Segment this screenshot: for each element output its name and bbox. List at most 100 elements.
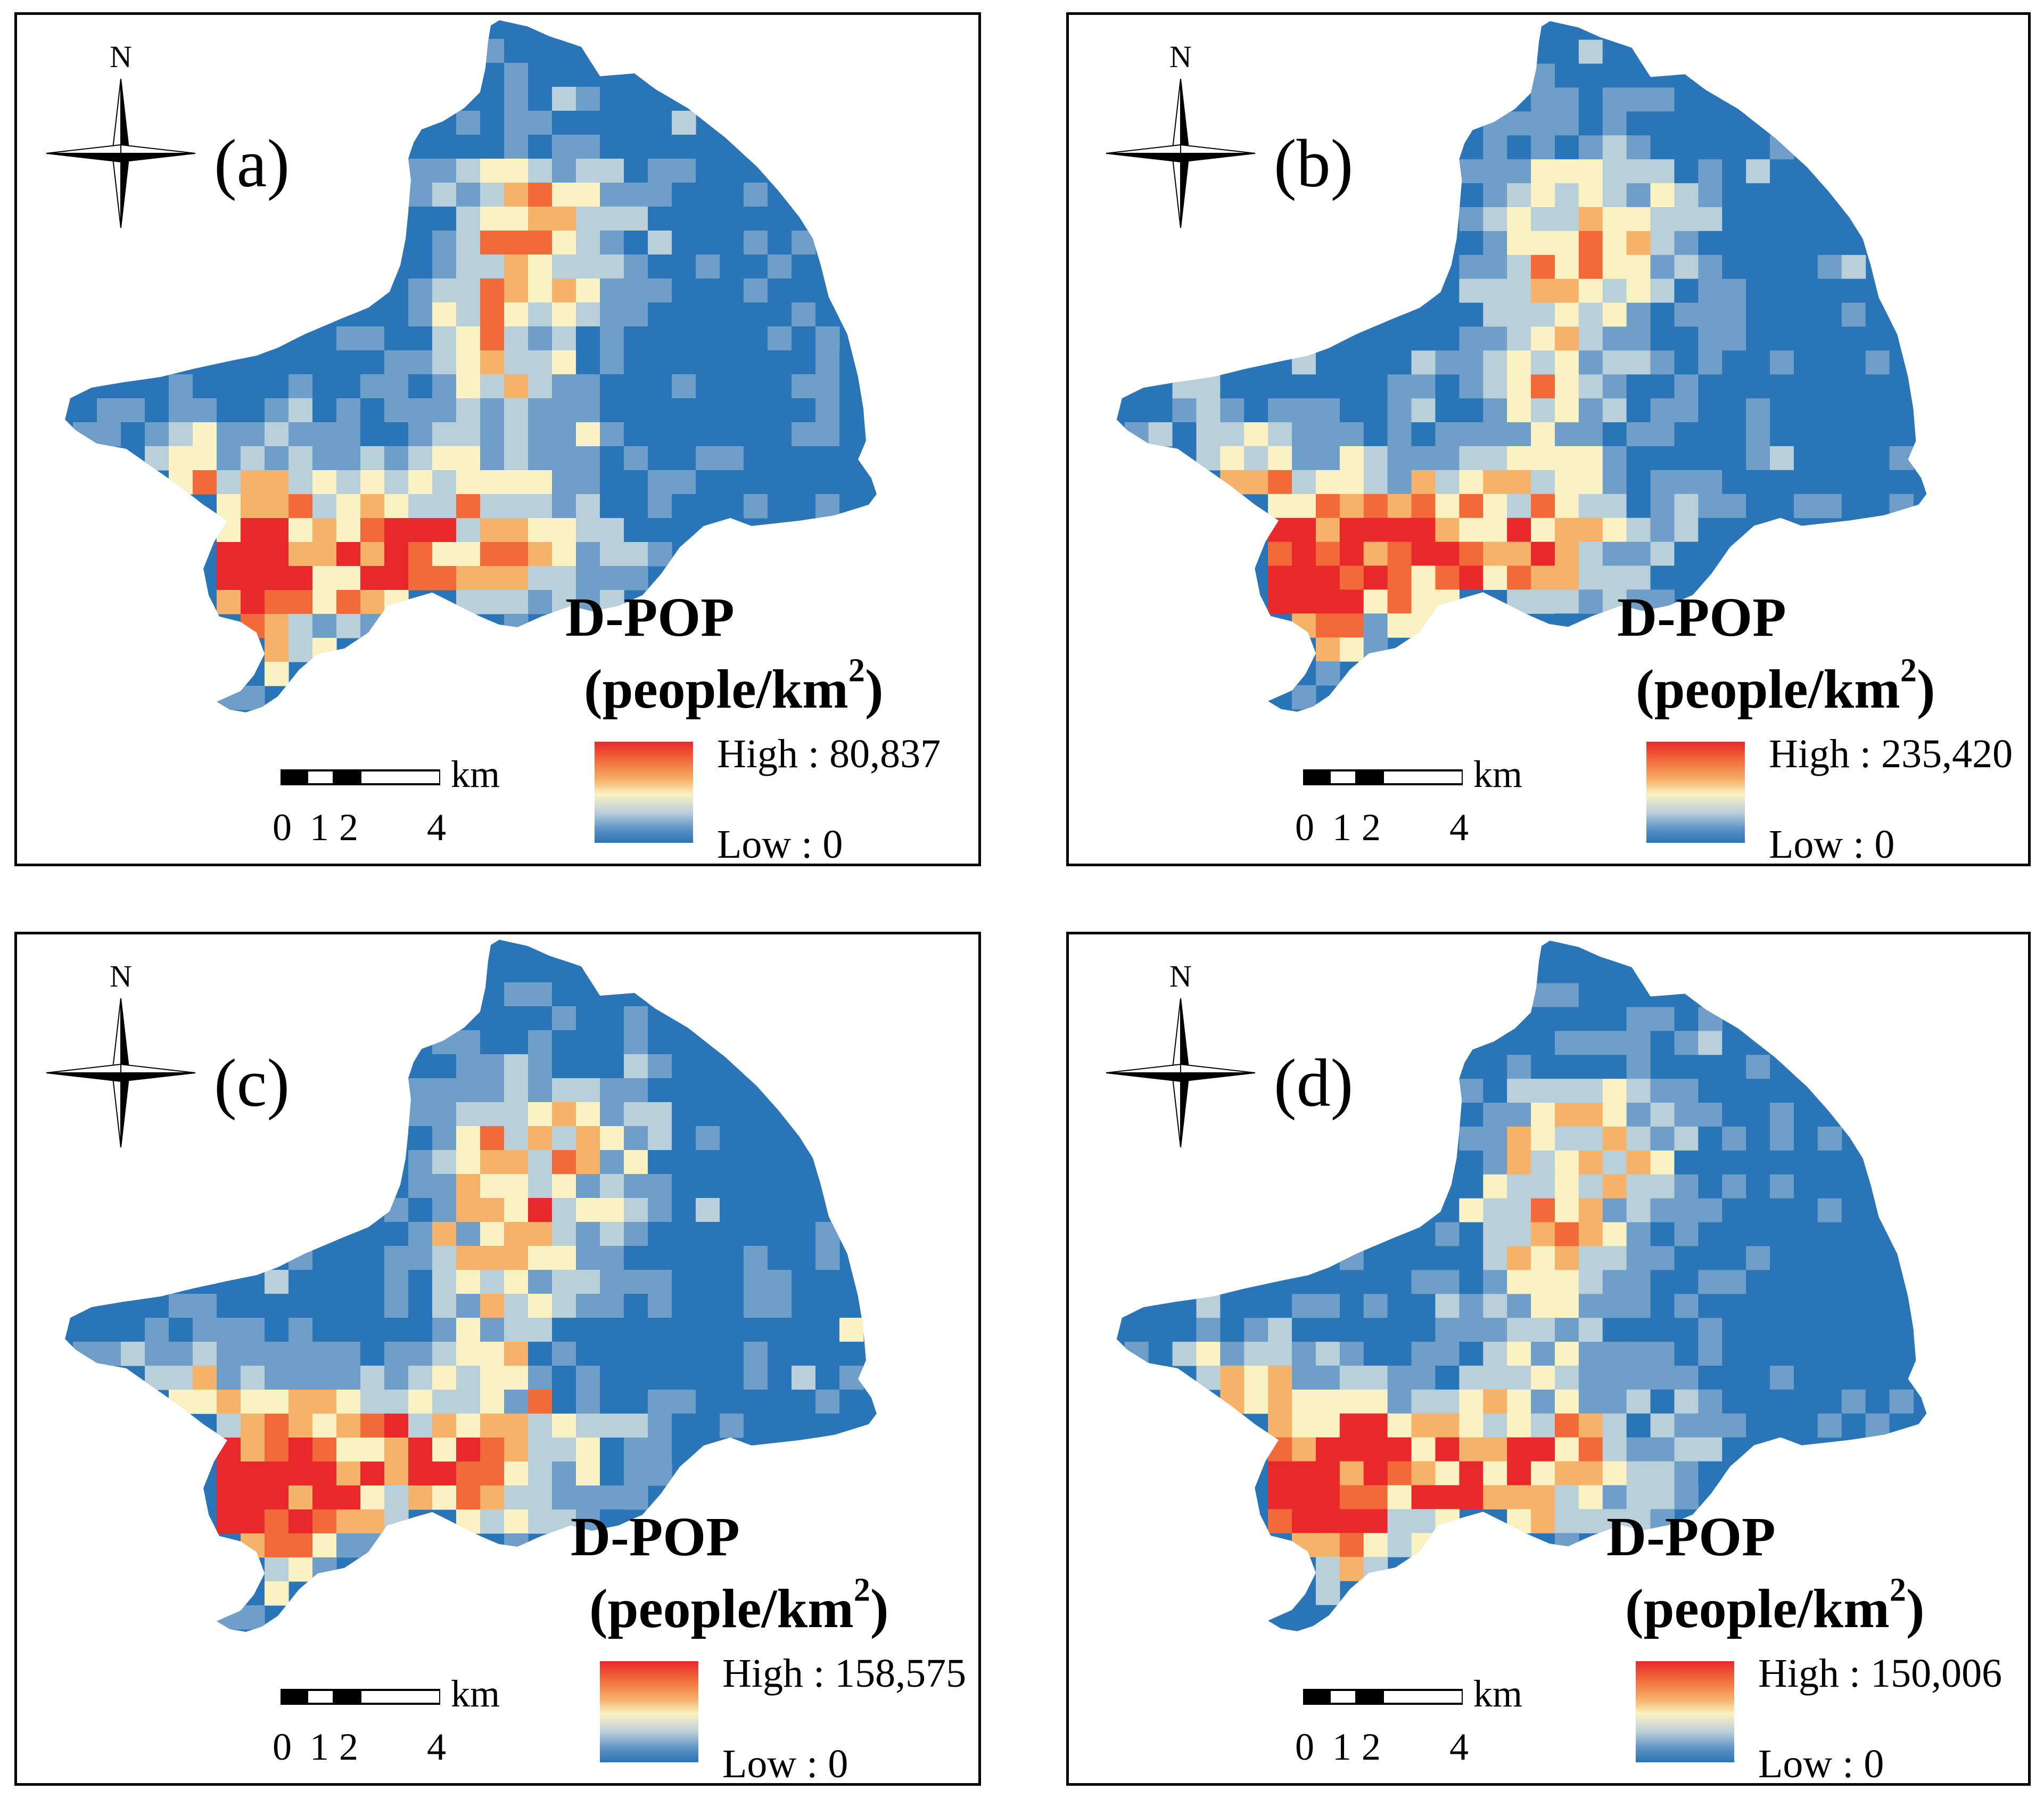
raster-cell: [408, 518, 433, 543]
raster-cell: [1172, 398, 1197, 423]
raster-cell: [1698, 1126, 1722, 1151]
raster-cell: [600, 1246, 624, 1270]
raster-cell: [265, 422, 289, 447]
raster-cell: [336, 614, 361, 638]
raster-cell: [1435, 518, 1460, 543]
raster-cell: [528, 1414, 553, 1438]
raster-cell: [696, 1102, 720, 1127]
raster-cell: [1483, 374, 1507, 399]
raster-cell: [360, 1509, 385, 1534]
raster-cell: [145, 374, 169, 399]
raster-cell: [1459, 1389, 1483, 1414]
raster-cell: [289, 542, 313, 567]
raster-cell: [408, 1198, 433, 1222]
raster-cell: [1459, 1079, 1483, 1103]
raster-cell: [504, 470, 529, 495]
raster-cell: [217, 518, 241, 543]
raster-cell: [1411, 422, 1436, 447]
raster-cell: [1770, 231, 1794, 256]
raster-cell: [408, 1342, 433, 1366]
raster-cell: [1435, 494, 1460, 519]
raster-cell: [792, 470, 816, 495]
raster-cell: [193, 1390, 217, 1414]
raster-cell: [1698, 1270, 1722, 1294]
raster-cell: [624, 1030, 648, 1055]
raster-cell: [1363, 494, 1388, 519]
raster-cell: [1746, 1222, 1770, 1247]
raster-cell: [289, 446, 313, 471]
raster-cell: [1722, 470, 1746, 495]
raster-cell: [528, 111, 553, 135]
raster-cell: [552, 231, 576, 255]
raster-cell: [1531, 1246, 1555, 1270]
raster-cell: [600, 278, 624, 303]
raster-cell: [1435, 1198, 1460, 1223]
raster-cell: [360, 1294, 385, 1318]
raster-cell: [1578, 159, 1603, 184]
raster-cell: [1578, 1079, 1603, 1103]
raster-cell: [1817, 1150, 1842, 1175]
raster-cell: [1626, 1413, 1651, 1438]
raster-cell: [289, 326, 313, 351]
raster-cell: [1435, 470, 1460, 495]
raster-cell: [1268, 494, 1292, 519]
raster-cell: [839, 446, 864, 471]
raster-cell: [1387, 1342, 1412, 1366]
raster-cell: [432, 398, 457, 423]
raster-cell: [696, 1126, 720, 1151]
raster-cell: [1698, 1174, 1722, 1199]
raster-cell: [1602, 1485, 1627, 1509]
raster-cell: [1220, 1365, 1244, 1390]
raster-cell: [408, 1318, 433, 1342]
raster-cell: [624, 1462, 648, 1486]
raster-cell: [1793, 1150, 1818, 1175]
raster-cell: [1746, 398, 1770, 423]
raster-cell: [1626, 422, 1651, 447]
raster-cell: [1626, 1031, 1651, 1055]
raster-cell: [336, 1509, 361, 1534]
raster-cell: [289, 614, 313, 638]
raster-cell: [432, 1342, 457, 1366]
raster-cell: [1674, 87, 1699, 112]
raster-cell: [1387, 541, 1412, 567]
raster-cell: [1292, 589, 1316, 614]
raster-cell: [408, 446, 433, 471]
raster-cell: [792, 1414, 816, 1438]
raster-cell: [1770, 494, 1794, 519]
raster-cell: [480, 1198, 505, 1222]
raster-cell: [744, 1390, 768, 1414]
raster-cell: [576, 254, 600, 279]
raster-cell: [744, 159, 768, 183]
raster-cell: [600, 470, 624, 495]
raster-cell: [600, 542, 624, 567]
raster-cell: [648, 207, 672, 231]
raster-cell: [1435, 541, 1460, 567]
raster-cell: [528, 159, 553, 183]
raster-cell: [336, 494, 361, 519]
north-label: N: [110, 959, 132, 994]
raster-cell: [193, 446, 217, 471]
raster-cell: [1483, 302, 1507, 327]
raster-cell: [1292, 1533, 1316, 1557]
raster-cell: [1554, 1031, 1579, 1055]
raster-cell: [480, 254, 505, 279]
raster-cell: [1698, 1294, 1722, 1318]
raster-cell: [1483, 326, 1507, 351]
raster-cell: [1554, 1103, 1579, 1127]
raster-cell: [384, 1509, 409, 1534]
raster-cell: [360, 494, 385, 519]
raster-cell: [1268, 685, 1292, 710]
raster-cell: [1793, 398, 1818, 423]
raster-cell: [217, 446, 241, 471]
scale-tick-2: 2: [1362, 1726, 1381, 1768]
raster-cell: [648, 1150, 672, 1175]
raster-cell: [839, 1414, 864, 1438]
raster-cell: [504, 326, 529, 351]
raster-cell: [1363, 1318, 1388, 1342]
raster-cell: [265, 566, 289, 590]
raster-cell: [1315, 494, 1340, 519]
raster-cell: [360, 1390, 385, 1414]
raster-cell: [1674, 1270, 1699, 1294]
raster-cell: [552, 494, 576, 519]
raster-cell: [1578, 398, 1603, 423]
